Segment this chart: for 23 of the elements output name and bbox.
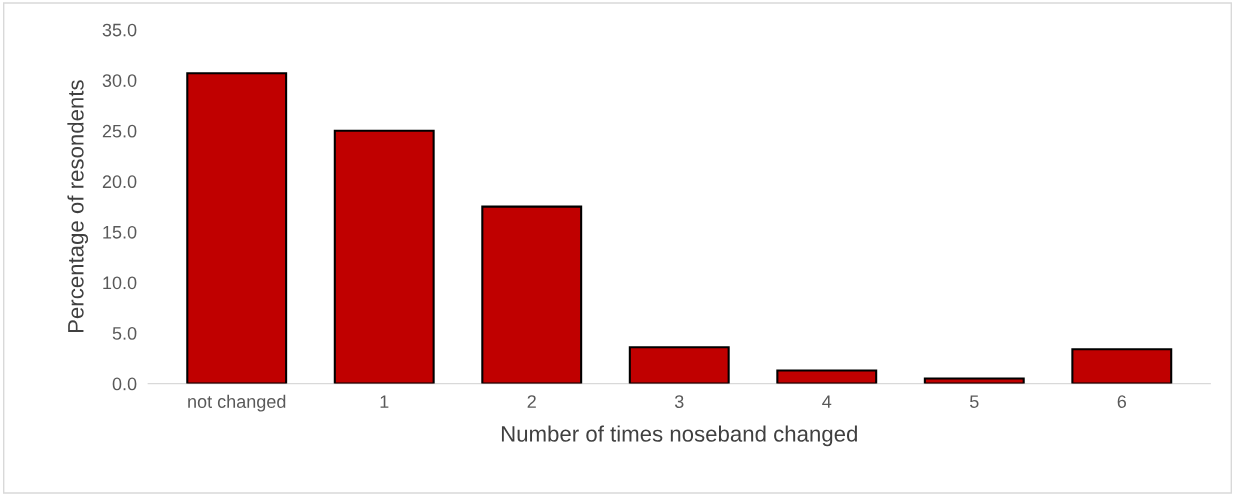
y-tick-label: 10.0 (103, 276, 137, 290)
bar (1071, 348, 1173, 384)
x-tick-label: 2 (527, 395, 536, 408)
x-tick-label: 1 (380, 395, 389, 408)
bar (628, 346, 730, 384)
x-tick-label: 4 (822, 395, 832, 408)
y-axis-title: Percentage of resondents (67, 80, 89, 333)
x-tick-label: not changed (188, 394, 286, 412)
y-tick-label: 5.0 (112, 327, 137, 340)
bar (481, 205, 583, 384)
y-tick-label: 15.0 (103, 225, 137, 239)
y-tick-label: 25.0 (102, 124, 137, 138)
y-tick-label: 35.0 (102, 23, 137, 37)
x-tick-label: 6 (1117, 395, 1127, 408)
y-tick-label: 20.0 (102, 175, 137, 189)
bar (186, 72, 288, 384)
x-axis-title: Number of times noseband changed (501, 425, 857, 447)
x-tick-label: 5 (969, 395, 979, 408)
y-tick-label: 0.0 (112, 377, 137, 391)
x-tick-label: 3 (674, 395, 684, 408)
bar (333, 129, 435, 384)
y-tick-label: 30.0 (102, 74, 137, 87)
bar (776, 369, 878, 384)
